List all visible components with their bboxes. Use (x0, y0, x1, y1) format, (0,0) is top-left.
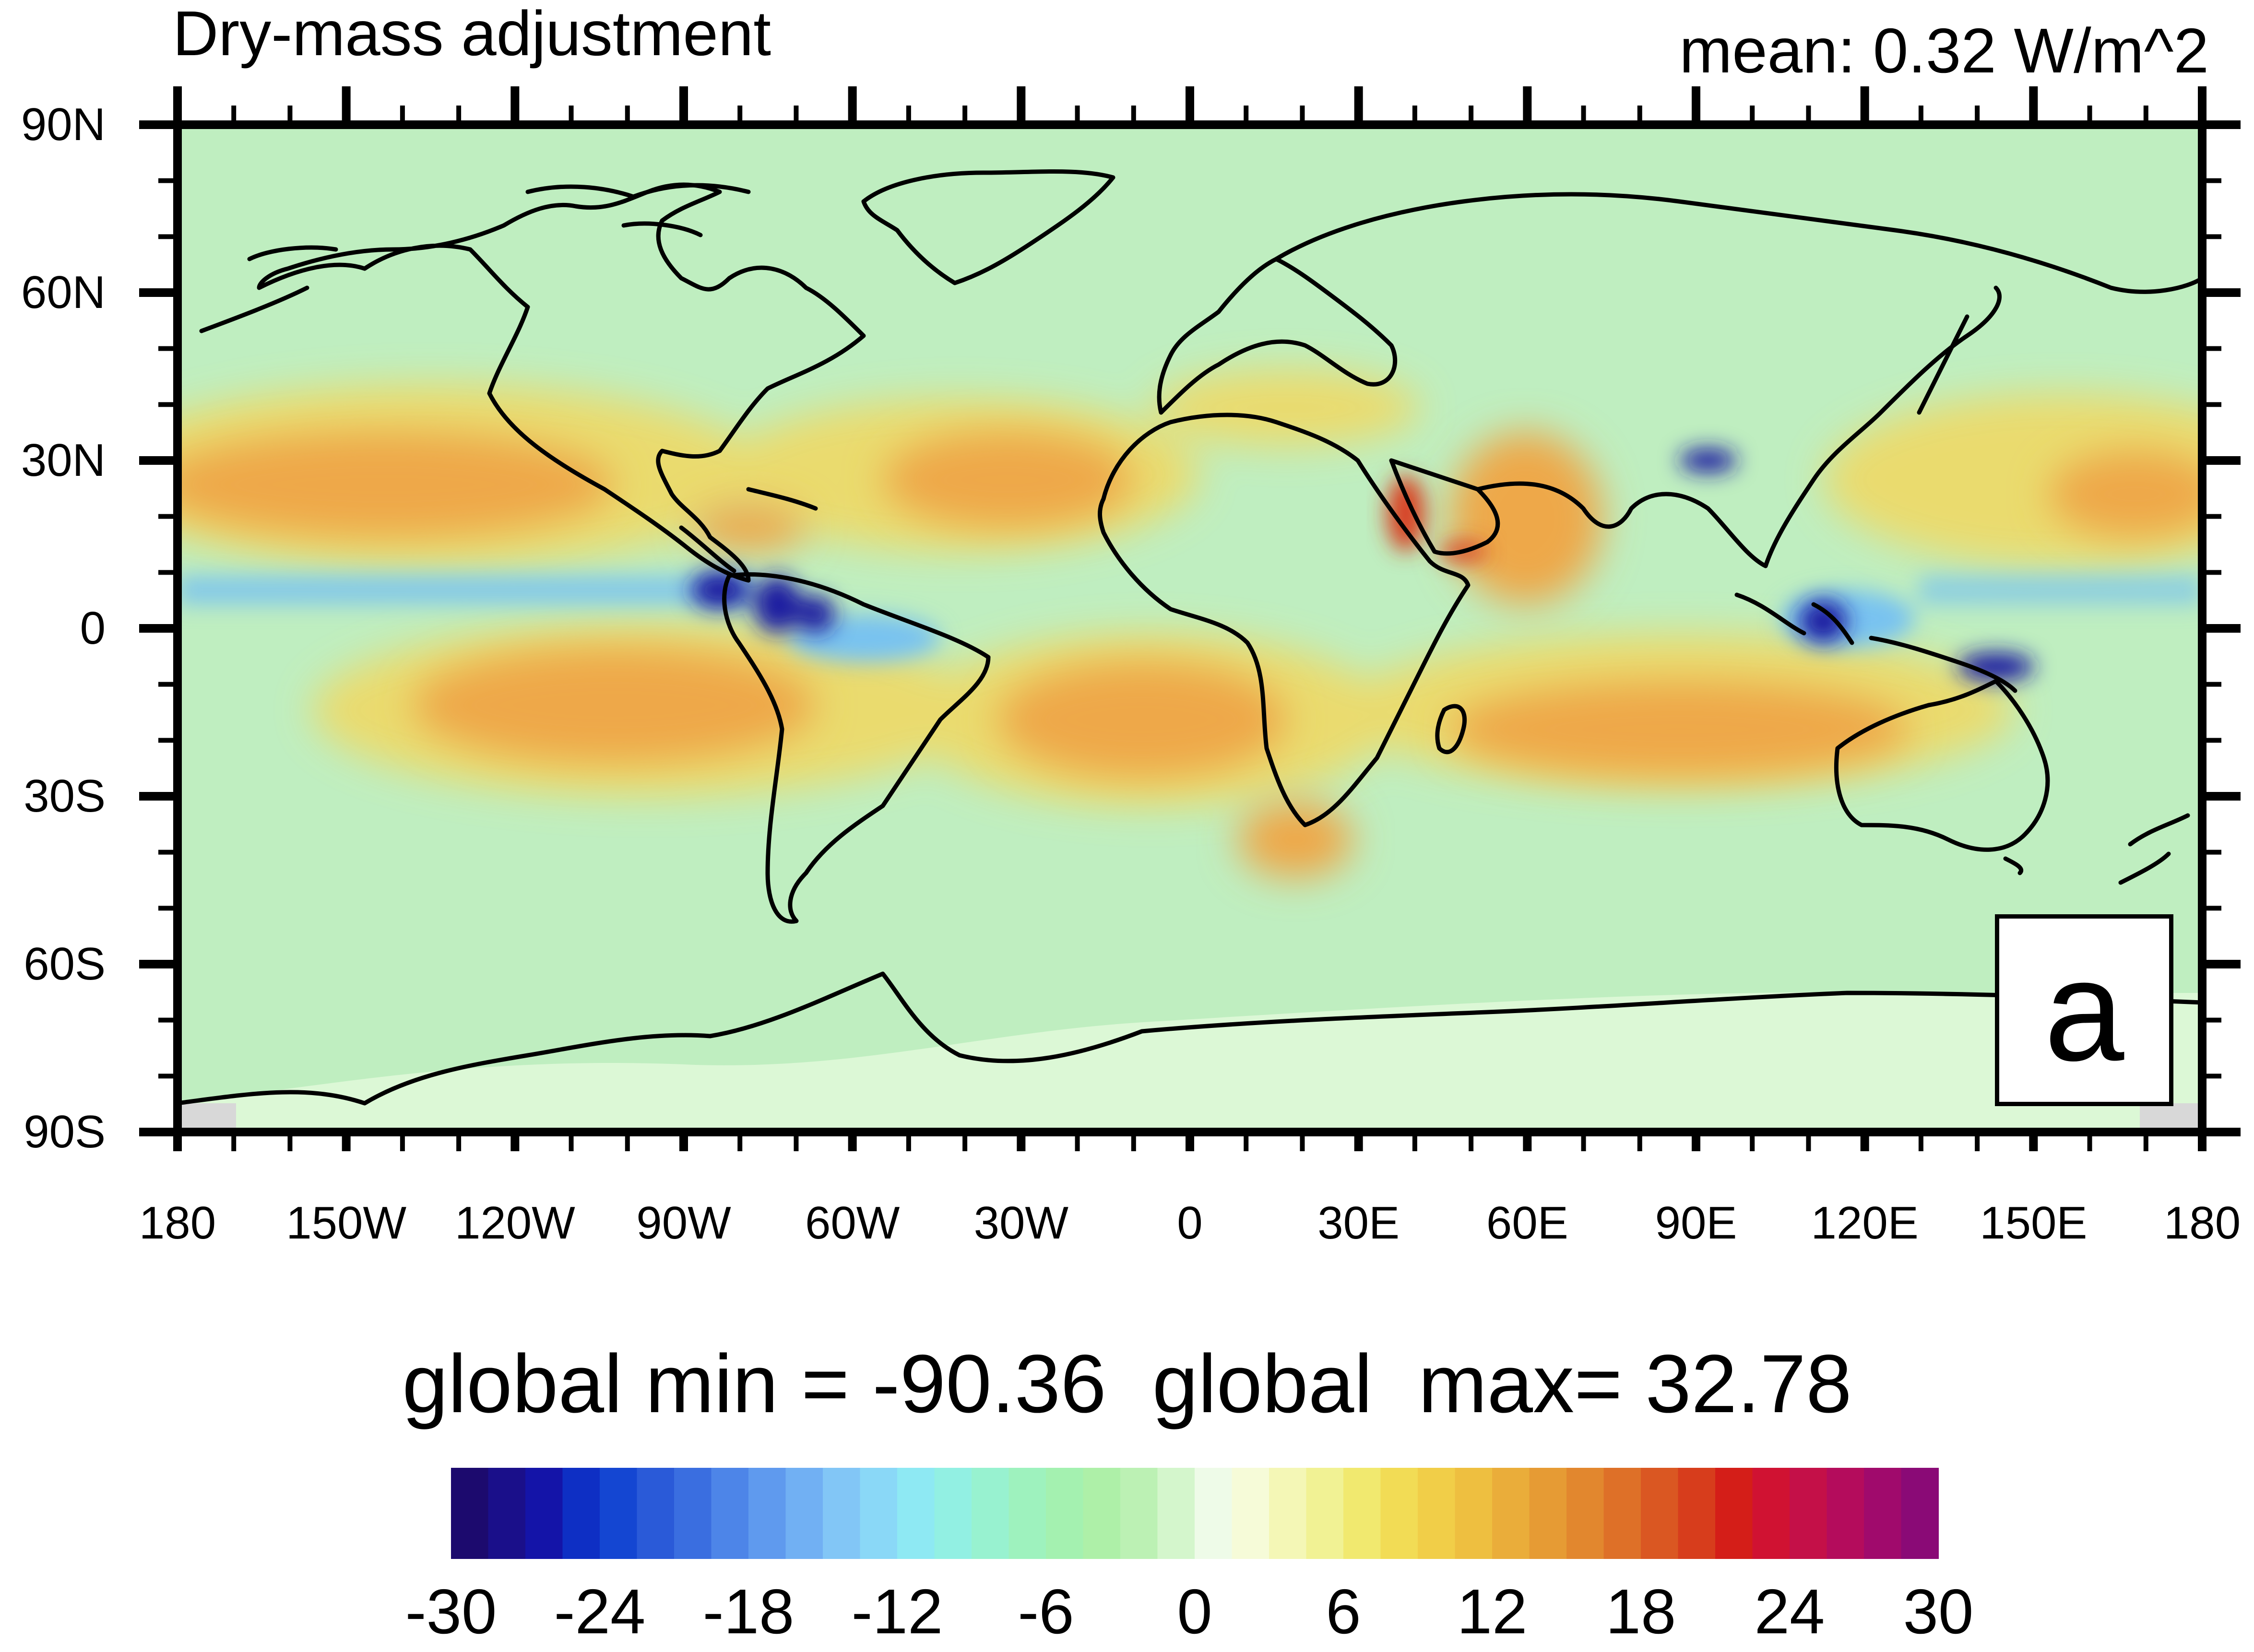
mean-label: mean: 0.32 W/m^2 (1679, 15, 2209, 86)
colorbar-tick-label: 30 (1903, 1576, 1974, 1647)
lat-tick-label: 90S (24, 1106, 106, 1157)
lon-tick-label: 0 (1177, 1197, 1203, 1249)
lon-tick-label: 90W (636, 1197, 731, 1249)
colorbar-swatch (1306, 1468, 1344, 1559)
colorbar-swatch (1641, 1468, 1679, 1559)
colorbar-swatch (1046, 1468, 1084, 1559)
colorbar-swatch (748, 1468, 786, 1559)
lat-tick-label: 60S (24, 938, 106, 990)
colorbar-swatch (897, 1468, 935, 1559)
axis-ticks (139, 86, 2241, 1151)
lon-tick-label: 30E (1317, 1197, 1400, 1249)
coastlines (175, 169, 2205, 1106)
colorbar-tick-label: -12 (851, 1576, 943, 1647)
colorbar-tick-label: 0 (1177, 1576, 1212, 1647)
colorbar-swatch (1157, 1468, 1195, 1559)
lon-tick-label: 30W (973, 1197, 1069, 1249)
panel-label: a (1995, 914, 2173, 1106)
lon-tick-label: 180 (139, 1197, 216, 1249)
colorbar-swatch (1008, 1468, 1046, 1559)
colorbar-swatch (860, 1468, 898, 1559)
lat-tick-label: 30S (24, 770, 106, 822)
colorbar-swatch (525, 1468, 563, 1559)
colorbar-swatch (1529, 1468, 1567, 1559)
colorbar-tick-label: 12 (1457, 1576, 1528, 1647)
global-stats: global min = -90.36 global max= 32.78 (402, 1338, 1852, 1430)
colorbar-swatch (711, 1468, 749, 1559)
colorbar-swatch (1678, 1468, 1716, 1559)
colorbar-tick-label: 18 (1605, 1576, 1676, 1647)
colorbar-tick-label: -30 (405, 1576, 497, 1647)
lon-tick-label: 150W (286, 1197, 407, 1249)
colorbar-swatch (1269, 1468, 1307, 1559)
colorbar-swatch (1418, 1468, 1456, 1559)
colorbar-tick-label: 6 (1326, 1576, 1361, 1647)
colorbar-swatch (1827, 1468, 1864, 1559)
colorbar-swatch (1566, 1468, 1604, 1559)
panel-letter: a (2044, 930, 2124, 1091)
colorbar-swatch (1380, 1468, 1418, 1559)
colorbar-swatch (1790, 1468, 1827, 1559)
colorbar-tick-label: -24 (554, 1576, 646, 1647)
lat-tick-label: 30N (21, 435, 106, 486)
colorbar-swatch (823, 1468, 861, 1559)
lon-tick-label: 90E (1655, 1197, 1737, 1249)
map-plot (139, 86, 2241, 1151)
colorbar-swatch (488, 1468, 526, 1559)
colorbar-swatch (972, 1468, 1009, 1559)
colorbar-tick-label: -18 (702, 1576, 795, 1647)
colorbar-swatch (1752, 1468, 1790, 1559)
colorbar-swatch (1455, 1468, 1493, 1559)
colorbar-swatch (637, 1468, 675, 1559)
colorbar-swatch (1864, 1468, 1902, 1559)
colorbar-swatch (451, 1468, 489, 1559)
colorbar-tick-label: 24 (1754, 1576, 1825, 1647)
colorbar-swatch (1232, 1468, 1269, 1559)
map-title: Dry-mass adjustment (173, 0, 771, 69)
colorbar-swatch (1492, 1468, 1530, 1559)
lon-tick-label: 120E (1811, 1197, 1919, 1249)
colorbar-swatch (1195, 1468, 1233, 1559)
colorbar (451, 1468, 1939, 1559)
lon-tick-label: 60E (1486, 1197, 1568, 1249)
lat-tick-label: 0 (80, 602, 106, 654)
colorbar-swatch (1343, 1468, 1381, 1559)
lon-tick-label: 150E (1980, 1197, 2088, 1249)
colorbar-swatch (1120, 1468, 1158, 1559)
colorbar-swatch (934, 1468, 972, 1559)
colorbar-swatch (1603, 1468, 1641, 1559)
colorbar-swatch (1083, 1468, 1121, 1559)
colorbar-swatch (674, 1468, 712, 1559)
colorbar-swatch (600, 1468, 638, 1559)
lon-tick-label: 120W (454, 1197, 575, 1249)
colorbar-swatch (1715, 1468, 1753, 1559)
field-shading (178, 125, 2202, 1132)
lon-tick-label: 60W (805, 1197, 900, 1249)
lat-tick-label: 60N (21, 267, 106, 318)
colorbar-tick-label: -6 (1018, 1576, 1074, 1647)
colorbar-swatch (562, 1468, 600, 1559)
colorbar-swatch (1901, 1468, 1939, 1559)
lon-tick-label: 180 (2163, 1197, 2241, 1249)
lat-tick-label: 90N (21, 99, 106, 150)
colorbar-swatch (785, 1468, 823, 1559)
